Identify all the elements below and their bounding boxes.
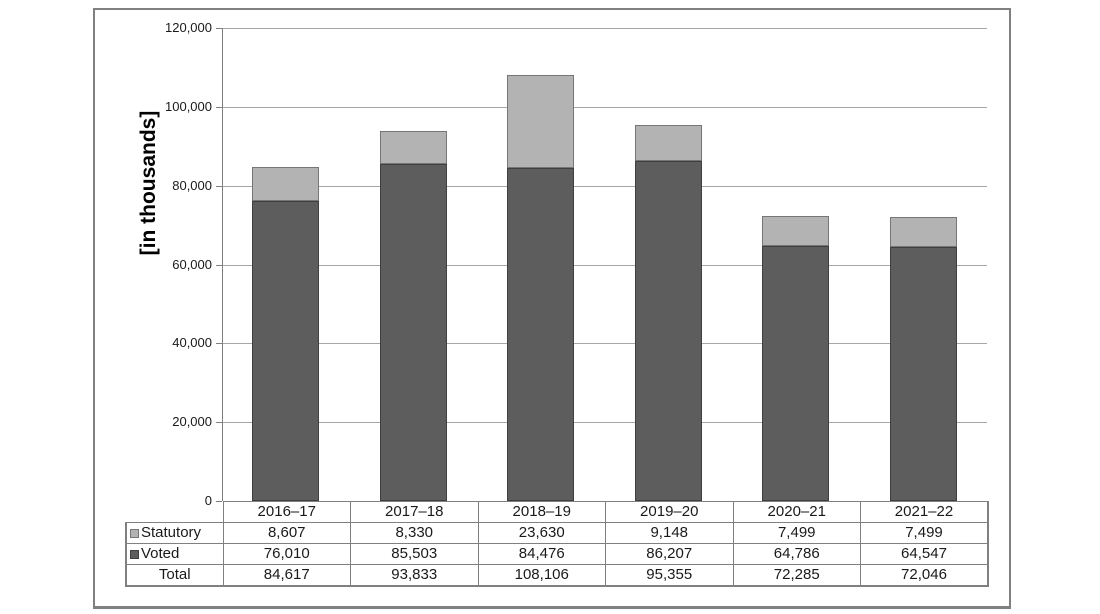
plot-area xyxy=(216,28,987,502)
bar-2016–17 xyxy=(252,167,320,501)
y-axis-tick xyxy=(216,343,222,345)
bar-2018–19 xyxy=(507,74,575,501)
table-header-row: 2016–17 2017–18 2018–19 2019–20 2020–21 2021–… xyxy=(126,501,989,523)
bar-segment-voted xyxy=(762,245,830,501)
table-row-total: Total 84,617 93,833 108,106 95,355 72,285 72,0… xyxy=(125,564,989,587)
table-cell: 84,617 xyxy=(222,564,351,587)
category-header: 2017–18 xyxy=(350,501,479,523)
bar-segment-statutory xyxy=(634,125,702,162)
table-cell: 72,046 xyxy=(860,564,989,587)
table-row-voted: Voted 76,010 85,503 84,476 86,207 64,786 64,54… xyxy=(125,543,989,565)
table-cell: 64,547 xyxy=(860,543,989,565)
y-axis-tick xyxy=(216,501,222,502)
bar-segment-statutory xyxy=(889,217,957,247)
y-axis-tick-label: 80,000 xyxy=(172,177,212,193)
row-label-text: Voted xyxy=(141,545,180,562)
table-cell: 84,476 xyxy=(477,543,606,565)
y-axis-tick xyxy=(216,28,222,29)
bar-segment-voted xyxy=(252,201,320,501)
legend-key-statutory-icon xyxy=(130,529,139,538)
bar-segment-statutory xyxy=(252,167,320,202)
y-axis-tick xyxy=(216,185,222,187)
table-cell: 93,833 xyxy=(350,564,479,587)
table-cell: 72,285 xyxy=(732,564,861,587)
data-table: 2016–17 2017–18 2018–19 2019–20 2020–21 2021–… xyxy=(125,501,989,587)
bar-segment-voted xyxy=(379,163,447,501)
data-table-body: 2016–17 2017–18 2018–19 2019–20 2020–21 2021–… xyxy=(125,501,989,587)
bar-segment-statutory xyxy=(379,131,447,164)
y-axis-tick xyxy=(216,264,222,266)
y-axis-tick-label: 40,000 xyxy=(172,335,212,351)
table-cell: 76,010 xyxy=(222,543,351,565)
bar-segment-statutory xyxy=(507,74,575,169)
table-cell: 7,499 xyxy=(860,522,989,544)
bar-2020–21 xyxy=(762,216,830,501)
row-label-total: Total xyxy=(125,564,224,587)
table-cell: 7,499 xyxy=(732,522,861,544)
category-header: 2019–20 xyxy=(605,501,734,523)
bar-segment-voted xyxy=(889,246,957,501)
table-cell: 85,503 xyxy=(350,543,479,565)
bar-segment-voted xyxy=(634,161,702,501)
row-label-statutory: Statutory xyxy=(125,522,224,544)
y-axis-tick-label: 120,000 xyxy=(165,20,212,35)
y-axis-tick-label: 60,000 xyxy=(172,256,212,272)
gridline xyxy=(223,185,987,187)
table-row-statutory: Statutory 8,607 8,330 23,630 9,148 7,499 7,499 xyxy=(125,522,989,544)
gridline xyxy=(223,264,987,266)
table-cell: 64,786 xyxy=(732,543,861,565)
y-axis-tick-label: 20,000 xyxy=(172,414,212,430)
table-cell: 108,106 xyxy=(477,564,606,587)
bar-2017–18 xyxy=(379,131,447,501)
bar-segment-statutory xyxy=(762,216,830,246)
table-cell: 86,207 xyxy=(605,543,734,565)
category-header: 2018–19 xyxy=(477,501,606,523)
category-header: 2020–21 xyxy=(732,501,861,523)
y-axis-tick-labels: 0 20,000 40,000 60,000 80,000 100,000 120,000 xyxy=(115,10,212,606)
y-axis-tick xyxy=(216,422,222,424)
category-header: 2016–17 xyxy=(222,501,351,523)
category-header: 2021–22 xyxy=(860,501,989,523)
table-corner-cell xyxy=(126,502,223,523)
table-cell: 95,355 xyxy=(605,564,734,587)
y-axis-line xyxy=(222,28,223,501)
bar-2021–22 xyxy=(889,217,957,501)
chart-panel: [in thousands] 0 20,000 40,000 60,000 80,000… xyxy=(93,8,1011,609)
table-cell: 8,607 xyxy=(222,522,351,544)
legend-key-voted-icon xyxy=(130,550,139,559)
bar-2019–20 xyxy=(634,125,702,501)
table-cell: 9,148 xyxy=(605,522,734,544)
gridline xyxy=(223,106,987,108)
row-label-text: Statutory xyxy=(141,524,202,541)
y-axis-tick-label: 0 xyxy=(204,493,212,508)
row-label-voted: Voted xyxy=(125,543,224,565)
bar-segment-voted xyxy=(507,168,575,501)
y-axis-tick xyxy=(216,106,222,108)
gridline xyxy=(223,422,987,424)
gridline xyxy=(223,343,987,345)
gridline xyxy=(223,28,987,29)
table-cell: 23,630 xyxy=(477,522,606,544)
y-axis-tick-label: 100,000 xyxy=(165,98,212,114)
table-cell: 8,330 xyxy=(350,522,479,544)
